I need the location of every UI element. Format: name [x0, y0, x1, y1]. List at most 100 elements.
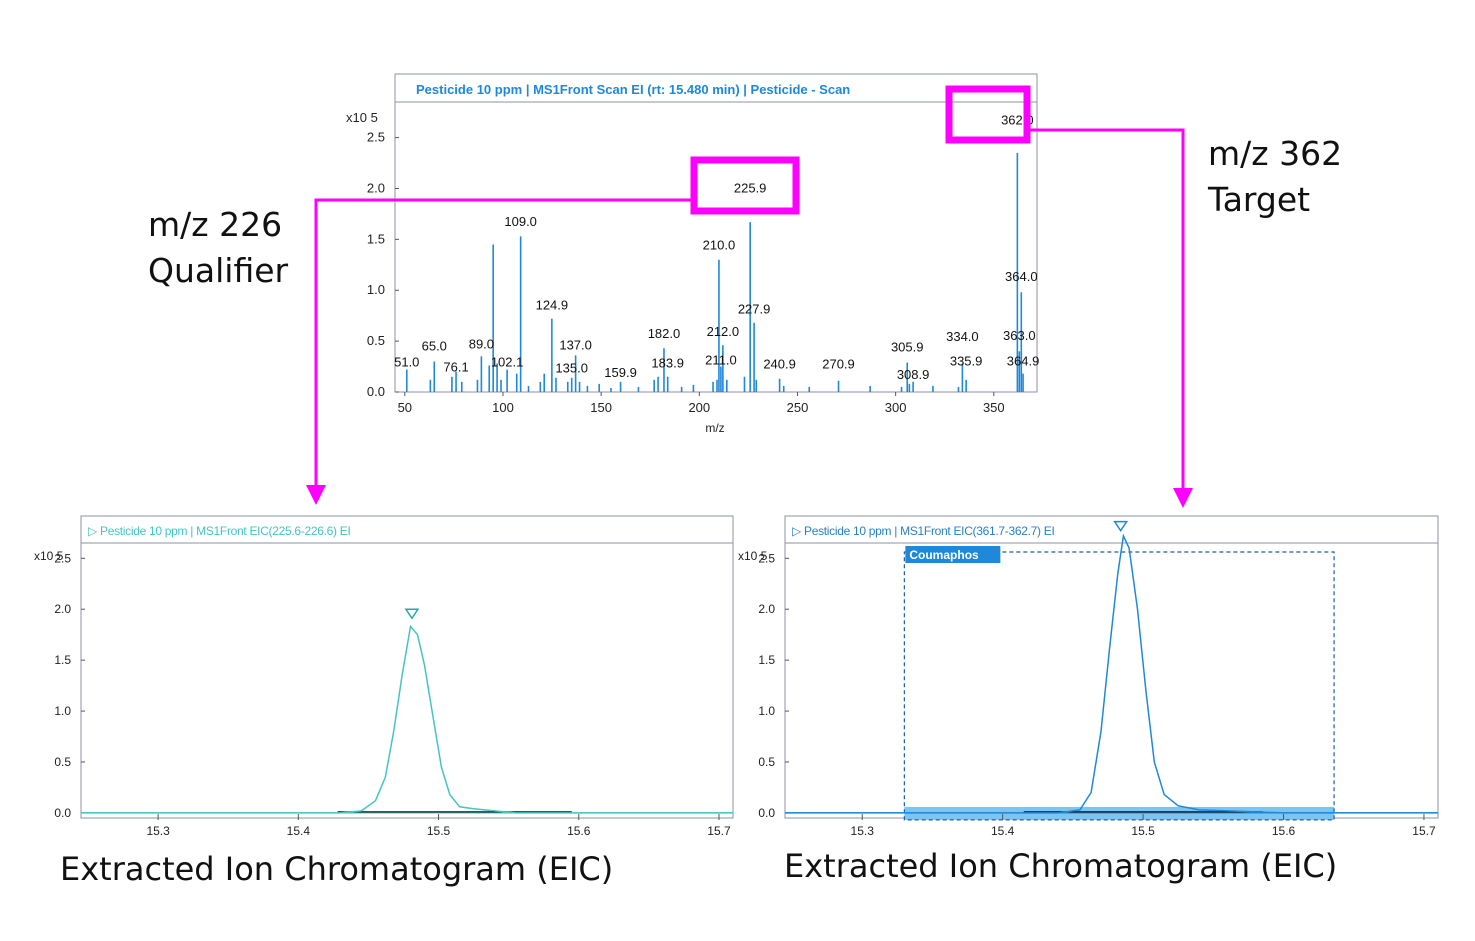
spectrum-x-axis-label: m/z	[705, 421, 724, 435]
spectrum-peak-label-7: 137.0	[559, 337, 592, 352]
spectrum-peak-label-15: 225.9	[734, 181, 767, 196]
eicL-y-tick-label-0: 0.0	[54, 806, 71, 820]
spectrum-peak-label-17: 240.9	[763, 357, 796, 372]
spectrum-frame	[394, 73, 1038, 393]
eic-qualifier-apex-marker	[404, 608, 420, 620]
eicR-y-tick-label-0: 0.0	[758, 806, 775, 820]
eicR-y-tick-label-1: 0.5	[758, 755, 775, 769]
eic-target-y-multiplier: x10 5	[738, 549, 768, 563]
spectrum-peak-label-8: 135.0	[555, 361, 588, 376]
eicL-y-tick-label-5: 2.5	[54, 551, 71, 565]
eic-qualifier-frame	[80, 515, 734, 819]
spectrum-peak-label-4: 102.1	[491, 355, 524, 370]
spectrum-peaks	[405, 152, 1024, 392]
eic-qualifier-x-ticks: 15.3 15.4 15.5 15.6 15.7	[146, 814, 731, 838]
eicR-x-tick-label-0: 15.3	[851, 824, 875, 838]
eicL-y-tick-label-4: 2.0	[54, 602, 71, 616]
target-label-line-2: Target	[1208, 180, 1311, 219]
connector-target	[1030, 128, 1185, 490]
eic-target-title: Pesticide 10 ppm | MS1Front EIC(361.7-36…	[804, 524, 1054, 538]
spectrum-y-ticks: 0.0 0.5 1.0 1.5 2.0 2.5	[367, 130, 399, 399]
spectrum-peak-label-14: 211.0	[705, 353, 737, 368]
spectrum-peak-label-26: 364.9	[1007, 354, 1040, 369]
spectrum-y-tick-label-4: 2.0	[367, 180, 385, 195]
eic-target-x-ticks: 15.3 15.4 15.5 15.6 15.7	[851, 814, 1436, 838]
eic-target-compound-label: Coumaphos	[909, 548, 979, 562]
spectrum-peak-label-24: 364.0	[1005, 269, 1038, 284]
spectrum-peak-label-3: 89.0	[469, 336, 494, 351]
connector-target-line	[1030, 128, 1185, 490]
eic-qualifier-y-ticks: 0.0 0.5 1.0 1.5 2.0 2.5	[54, 551, 85, 820]
spectrum-panel: Pesticide 10 ppm | MS1Front Scan EI (rt:…	[346, 73, 1039, 435]
spectrum-peak-label-16: 227.9	[738, 302, 771, 317]
spectrum-y-tick-label-5: 2.5	[367, 130, 385, 145]
connector-qualifier	[314, 198, 694, 488]
eicL-y-tick-label-3: 1.5	[54, 653, 71, 667]
spectrum-x-tick-label-2: 150	[590, 400, 612, 415]
spectrum-peak-label-2: 76.1	[443, 360, 468, 375]
eic-target-frame	[784, 515, 1439, 819]
eic-qualifier-y-multiplier: x10 5	[34, 549, 64, 563]
eicR-y-tick-label-3: 1.5	[758, 653, 775, 667]
highlight-box-target	[945, 85, 1031, 144]
eic-target-apex-marker	[1113, 520, 1129, 533]
eic-target-y-ticks: 0.0 0.5 1.0 1.5 2.0 2.5	[758, 551, 789, 820]
spectrum-peak-label-6: 124.9	[536, 298, 569, 313]
spectrum-peak-label-25: 363.0	[1003, 328, 1036, 343]
spectrum-peak-label-13: 212.0	[707, 324, 740, 339]
eic-target-integration-window	[903, 551, 1335, 821]
caption-right: Extracted Ion Chromatogram (EIC)	[784, 847, 1338, 885]
eicR-x-tick-label-2: 15.5	[1131, 824, 1155, 838]
spectrum-x-tick-label-1: 100	[492, 400, 514, 415]
spectrum-peak-label-9: 159.9	[604, 365, 637, 380]
spectrum-y-tick-label-2: 1.0	[367, 282, 385, 297]
arrowhead-qualifier	[306, 485, 326, 505]
spectrum-peak-label-19: 305.9	[891, 339, 924, 354]
eic-target-title-marker: ▷	[792, 524, 802, 538]
eicL-x-tick-label-3: 15.6	[567, 824, 591, 838]
spectrum-peak-label-12: 210.0	[703, 238, 736, 253]
spectrum-peak-label-5: 109.0	[504, 214, 537, 229]
eicL-x-tick-label-1: 15.4	[287, 824, 311, 838]
eic-qualifier-trace	[81, 624, 733, 814]
target-label-line-1: m/z 362	[1208, 134, 1343, 173]
spectrum-peak-label-21: 334.0	[946, 329, 979, 344]
spectrum-peak-label-0: 51.0	[394, 355, 419, 370]
spectrum-x-ticks: 50 100 150 200 250 300 350	[398, 392, 1005, 415]
connector-qualifier-line	[314, 198, 694, 488]
target-label: m/z 362 Target	[1208, 131, 1342, 223]
eic-target-trace	[785, 533, 1438, 814]
spectrum-y-tick-label-0: 0.0	[367, 384, 385, 399]
spectrum-y-multiplier: x10 5	[346, 110, 378, 125]
spectrum-x-tick-label-5: 300	[885, 400, 907, 415]
eic-qualifier-title: Pesticide 10 ppm | MS1Front EIC(225.6-22…	[100, 524, 350, 538]
caption-left: Extracted Ion Chromatogram (EIC)	[60, 850, 614, 888]
arrowhead-target	[1173, 488, 1193, 508]
eicL-x-tick-label-2: 15.5	[427, 824, 451, 838]
eic-target-panel: ▷ Pesticide 10 ppm | MS1Front EIC(361.7-…	[738, 515, 1439, 838]
spectrum-title: Pesticide 10 ppm | MS1Front Scan EI (rt:…	[416, 82, 850, 97]
spectrum-y-tick-label-3: 1.5	[367, 231, 385, 246]
spectrum-peak-label-20: 308.9	[897, 367, 930, 382]
spectrum-peak-label-22: 335.9	[950, 354, 983, 369]
eicL-y-tick-label-2: 1.0	[54, 704, 71, 718]
eic-qualifier-title-marker: ▷	[88, 524, 98, 538]
spectrum-y-tick-label-1: 0.5	[367, 333, 385, 348]
spectrum-x-tick-label-3: 200	[688, 400, 710, 415]
eicL-y-tick-label-1: 0.5	[54, 755, 71, 769]
qualifier-label-line-2: Qualifier	[148, 251, 289, 290]
spectrum-x-tick-label-6: 350	[983, 400, 1005, 415]
eicR-y-tick-label-4: 2.0	[758, 602, 775, 616]
spectrum-annotations: 51.065.0 76.189.0 102.1 109.0 124.9 137.0 135.…	[394, 112, 1039, 381]
spectrum-x-tick-label-4: 250	[787, 400, 809, 415]
eicL-x-tick-label-4: 15.7	[707, 824, 731, 838]
spectrum-peak-label-10: 182.0	[648, 326, 681, 341]
eicR-x-tick-label-3: 15.6	[1272, 824, 1296, 838]
spectrum-x-tick-label-0: 50	[398, 400, 412, 415]
eicR-x-tick-label-4: 15.7	[1412, 824, 1436, 838]
eic-target-compound-label-bg	[905, 546, 1001, 563]
qualifier-label-line-1: m/z 226	[148, 205, 283, 244]
highlight-box-qualifier	[690, 156, 800, 215]
eicL-x-tick-label-0: 15.3	[146, 824, 170, 838]
